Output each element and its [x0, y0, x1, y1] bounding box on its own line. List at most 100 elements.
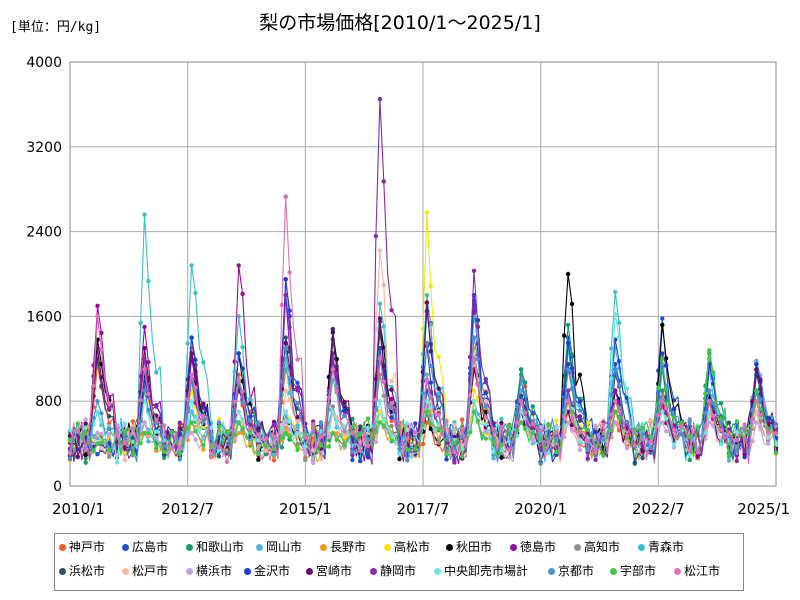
legend-item: 宇部市	[610, 562, 656, 579]
data-point	[67, 427, 73, 433]
legend-marker	[548, 568, 555, 575]
data-point	[522, 410, 528, 415]
data-point	[193, 429, 198, 434]
data-point	[271, 452, 277, 458]
data-point	[193, 385, 198, 390]
data-point	[452, 460, 457, 465]
data-point	[193, 357, 198, 363]
data-point	[232, 437, 237, 443]
legend-label: 京都市	[558, 564, 595, 578]
data-point	[773, 431, 779, 436]
data-point	[138, 418, 143, 424]
data-point	[189, 409, 194, 414]
data-point	[475, 382, 481, 387]
data-point	[358, 458, 363, 464]
data-point	[609, 376, 614, 381]
data-point	[640, 421, 645, 427]
data-point	[389, 308, 394, 313]
legend-label: 広島市	[132, 540, 169, 554]
legend-label: 徳島市	[520, 540, 557, 554]
data-point	[424, 409, 430, 414]
data-point	[420, 441, 426, 447]
data-point	[483, 436, 488, 441]
data-point	[330, 326, 335, 332]
data-point	[758, 424, 763, 429]
legend-label: 秋田市	[456, 540, 493, 554]
data-point	[546, 422, 551, 428]
data-point	[389, 379, 394, 384]
data-point	[256, 457, 261, 462]
data-point	[585, 420, 590, 425]
legend-item: 宮崎市	[306, 562, 352, 579]
data-point	[483, 390, 488, 396]
data-point	[283, 388, 288, 393]
data-point	[240, 417, 245, 422]
data-point	[67, 438, 73, 443]
data-point	[358, 431, 363, 437]
data-point	[189, 351, 194, 356]
data-point	[373, 429, 379, 435]
data-point	[154, 429, 159, 434]
data-point	[766, 415, 771, 421]
data-point	[397, 446, 402, 452]
data-point	[381, 324, 386, 329]
data-point	[154, 435, 159, 440]
data-point	[161, 449, 167, 454]
data-point	[616, 409, 622, 414]
data-point	[350, 450, 355, 455]
data-point	[330, 404, 335, 409]
y-tick-label: 2400	[26, 225, 62, 241]
data-point	[483, 415, 488, 420]
data-point	[436, 440, 441, 445]
data-point	[467, 385, 473, 390]
data-point	[507, 455, 512, 460]
data-point	[381, 417, 386, 422]
data-point	[295, 423, 300, 428]
data-point	[232, 432, 237, 437]
data-point	[295, 415, 300, 420]
data-point	[326, 444, 332, 449]
legend-label: 高知市	[584, 540, 621, 554]
data-point	[189, 263, 194, 268]
data-point	[565, 340, 571, 346]
data-point	[703, 410, 708, 416]
data-point	[428, 322, 433, 327]
data-point	[271, 422, 277, 427]
data-point	[91, 383, 96, 389]
data-point	[142, 346, 147, 351]
data-point	[554, 418, 559, 423]
data-point	[83, 447, 88, 453]
data-point	[530, 404, 535, 409]
data-point	[201, 447, 206, 452]
data-point	[569, 415, 575, 421]
data-point	[711, 393, 716, 398]
data-point	[138, 320, 143, 326]
data-point	[742, 449, 747, 454]
data-point	[283, 409, 288, 414]
data-point	[424, 293, 430, 298]
data-point	[107, 441, 112, 446]
data-point	[377, 316, 383, 321]
data-point	[330, 367, 335, 372]
data-point	[679, 420, 685, 425]
data-point	[142, 367, 147, 372]
data-point	[99, 440, 104, 445]
data-point	[413, 430, 418, 435]
data-point	[236, 430, 241, 436]
y-tick-label: 3200	[26, 140, 62, 156]
data-point	[569, 301, 575, 307]
data-point	[562, 434, 567, 440]
data-point	[624, 440, 630, 445]
data-point	[593, 423, 598, 428]
legend-item: 徳島市	[510, 538, 556, 555]
data-point	[726, 458, 732, 463]
data-point	[613, 289, 618, 295]
data-point	[287, 419, 292, 424]
data-point	[750, 438, 755, 444]
data-point	[660, 322, 665, 328]
data-point	[236, 263, 241, 268]
data-point	[201, 413, 206, 418]
y-tick-label: 0	[53, 479, 62, 495]
data-point	[483, 398, 488, 404]
data-point	[475, 324, 481, 329]
